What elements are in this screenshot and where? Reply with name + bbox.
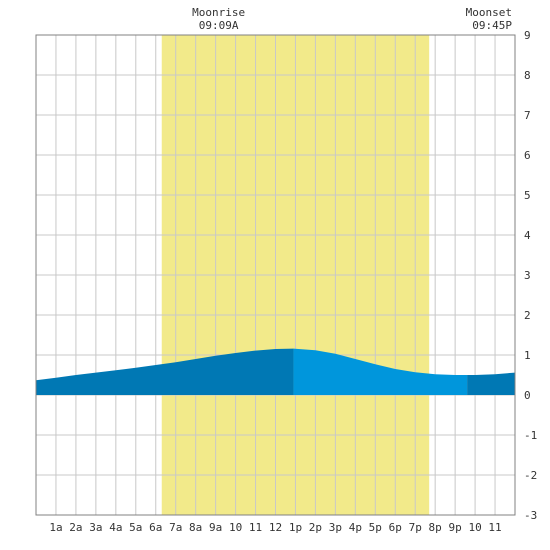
y-tick-label: 0 — [524, 389, 531, 402]
moon-event-label: Moonset — [466, 6, 512, 19]
x-tick-label: 7a — [169, 521, 182, 534]
y-tick-label: 3 — [524, 269, 531, 282]
x-tick-label: 4a — [109, 521, 122, 534]
x-tick-label: 1a — [49, 521, 62, 534]
y-tick-label: -2 — [524, 469, 537, 482]
x-tick-label: 11 — [249, 521, 262, 534]
y-tick-label: 9 — [524, 29, 531, 42]
x-tick-label: 10 — [229, 521, 242, 534]
y-tick-label: 4 — [524, 229, 531, 242]
tide-area-before-high — [36, 348, 294, 395]
x-tick-label: 4p — [349, 521, 362, 534]
x-tick-label: 8p — [429, 521, 442, 534]
x-tick-label: 10 — [468, 521, 481, 534]
x-tick-label: 5p — [369, 521, 382, 534]
y-tick-label: 1 — [524, 349, 531, 362]
x-tick-label: 9a — [209, 521, 222, 534]
y-tick-label: 2 — [524, 309, 531, 322]
x-tick-label: 3a — [89, 521, 102, 534]
x-tick-label: 7p — [409, 521, 422, 534]
moon-event-time: 09:09A — [199, 19, 239, 32]
x-tick-label: 11 — [488, 521, 501, 534]
x-tick-label: 2p — [309, 521, 322, 534]
x-tick-label: 6a — [149, 521, 162, 534]
x-tick-label: 9p — [449, 521, 462, 534]
plot-frame — [35, 34, 516, 516]
x-tick-label: 2a — [69, 521, 82, 534]
x-tick-label: 1p — [289, 521, 302, 534]
tide-area-after-high — [293, 348, 468, 395]
tide-area-late-evening — [467, 372, 515, 395]
y-tick-label: 6 — [524, 149, 531, 162]
moon-event-label: Moonrise — [192, 6, 245, 19]
moon-event-time: 09:45P — [472, 19, 512, 32]
x-tick-label: 3p — [329, 521, 342, 534]
x-tick-label: 5a — [129, 521, 142, 534]
y-tick-label: -3 — [524, 509, 537, 522]
y-tick-label: 7 — [524, 109, 531, 122]
y-tick-label: 5 — [524, 189, 531, 202]
x-tick-label: 6p — [389, 521, 402, 534]
x-tick-label: 12 — [269, 521, 282, 534]
x-tick-label: 8a — [189, 521, 202, 534]
y-tick-label: 8 — [524, 69, 531, 82]
y-tick-label: -1 — [524, 429, 537, 442]
